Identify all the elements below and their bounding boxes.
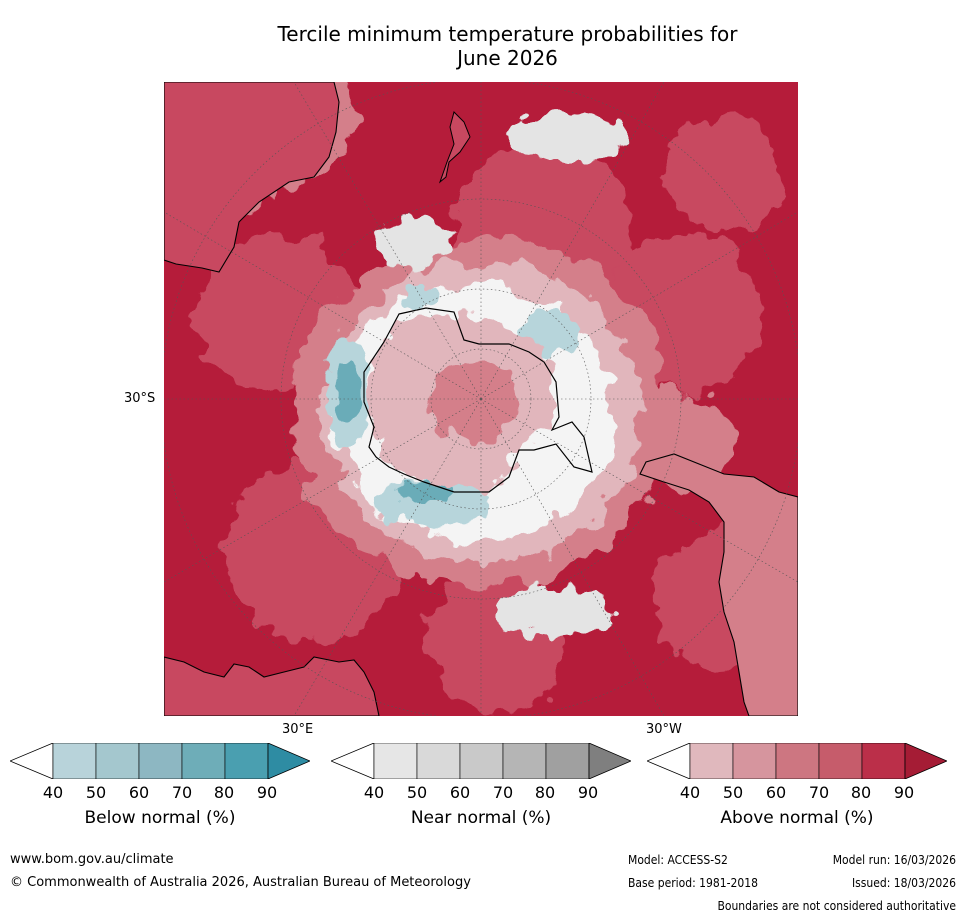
- colorbar-above-svg: [647, 743, 947, 779]
- colorbar-near-ticks: 40 50 60 70 80 90: [331, 783, 631, 803]
- lat-label-30s: 30°S: [124, 391, 156, 406]
- antarctica-interior: [369, 312, 554, 492]
- lon-label-30e: 30°E: [282, 722, 314, 737]
- cb-tick: 40: [363, 783, 385, 802]
- lon-label-30w: 30°W: [646, 722, 682, 737]
- colorbar-bin: [861, 743, 906, 779]
- cb-tick: 70: [492, 783, 514, 802]
- colorbar-extend-low: [10, 743, 54, 779]
- australia-coastline: [164, 82, 340, 273]
- colorbar-above: [647, 743, 947, 779]
- colorbar-above-title: Above normal (%): [720, 808, 874, 828]
- south-america-coastline: [639, 453, 798, 716]
- colorbar-below-ticks: 40 50 60 70 80 90: [10, 783, 310, 803]
- colorbar-near: [331, 743, 631, 779]
- colorbar-bin: [181, 743, 226, 779]
- colorbar-below: [10, 743, 310, 779]
- copyright: © Commonwealth of Australia 2026, Austra…: [10, 875, 471, 890]
- cb-tick: 40: [679, 783, 701, 802]
- colorbar-above-ticks: 40 50 60 70 80 90: [647, 783, 947, 803]
- colorbar-bin: [373, 743, 418, 779]
- cb-tick: 70: [171, 783, 193, 802]
- colorbar-bin: [138, 743, 183, 779]
- base-period: Base period: 1981-2018: [628, 876, 759, 890]
- map-svg: [164, 82, 798, 716]
- cb-tick: 50: [85, 783, 107, 802]
- cb-tick: 60: [128, 783, 150, 802]
- model-name: Model: ACCESS-S2: [628, 853, 728, 867]
- colorbar-bin: [545, 743, 590, 779]
- cb-tick: 70: [808, 783, 830, 802]
- colorbar-bin: [459, 743, 504, 779]
- colorbar-extend-low: [331, 743, 375, 779]
- title-line-1: Tercile minimum temperature probabilitie…: [277, 22, 738, 46]
- colorbar-bin: [95, 743, 140, 779]
- cb-tick: 90: [893, 783, 915, 802]
- new-zealand-coastline: [438, 111, 471, 184]
- cb-tick: 80: [213, 783, 235, 802]
- colorbar-extend-low: [647, 743, 691, 779]
- colorbar-bin: [689, 743, 734, 779]
- colorbar-near-title: Near normal (%): [410, 808, 552, 828]
- colorbar-bin: [775, 743, 820, 779]
- graticule: [164, 82, 798, 716]
- disclaimer: Boundaries are not considered authoritat…: [717, 899, 956, 913]
- colorbar-extend-high: [588, 743, 631, 779]
- colorbar-below-title: Below normal (%): [84, 808, 236, 828]
- cb-tick: 40: [42, 783, 64, 802]
- chart-title: Tercile minimum temperature probabilitie…: [0, 22, 965, 70]
- colorbar-bin: [224, 743, 269, 779]
- cb-tick: 60: [449, 783, 471, 802]
- website-link[interactable]: www.bom.gov.au/climate: [10, 852, 174, 867]
- cb-tick: 90: [256, 783, 278, 802]
- cb-tick: 80: [850, 783, 872, 802]
- title-line-2: June 2026: [457, 46, 558, 70]
- cb-tick: 80: [534, 783, 556, 802]
- colorbar-near-svg: [331, 743, 631, 779]
- colorbar-extend-high: [267, 743, 310, 779]
- colorbar-bin: [52, 743, 97, 779]
- colorbar-bin: [502, 743, 547, 779]
- cb-tick: 90: [577, 783, 599, 802]
- probability-map: [164, 82, 798, 716]
- cb-tick: 60: [765, 783, 787, 802]
- cb-tick: 50: [722, 783, 744, 802]
- antarctica-coastline: [363, 307, 593, 493]
- colorbar-bin: [818, 743, 863, 779]
- colorbar-bin: [732, 743, 777, 779]
- colorbar-extend-high: [904, 743, 947, 779]
- issued-date: Issued: 18/03/2026: [851, 876, 956, 890]
- colorbar-below-svg: [10, 743, 310, 779]
- model-run: Model run: 16/03/2026: [832, 853, 956, 867]
- cb-tick: 50: [406, 783, 428, 802]
- colorbar-bin: [416, 743, 461, 779]
- africa-coastline: [164, 656, 380, 716]
